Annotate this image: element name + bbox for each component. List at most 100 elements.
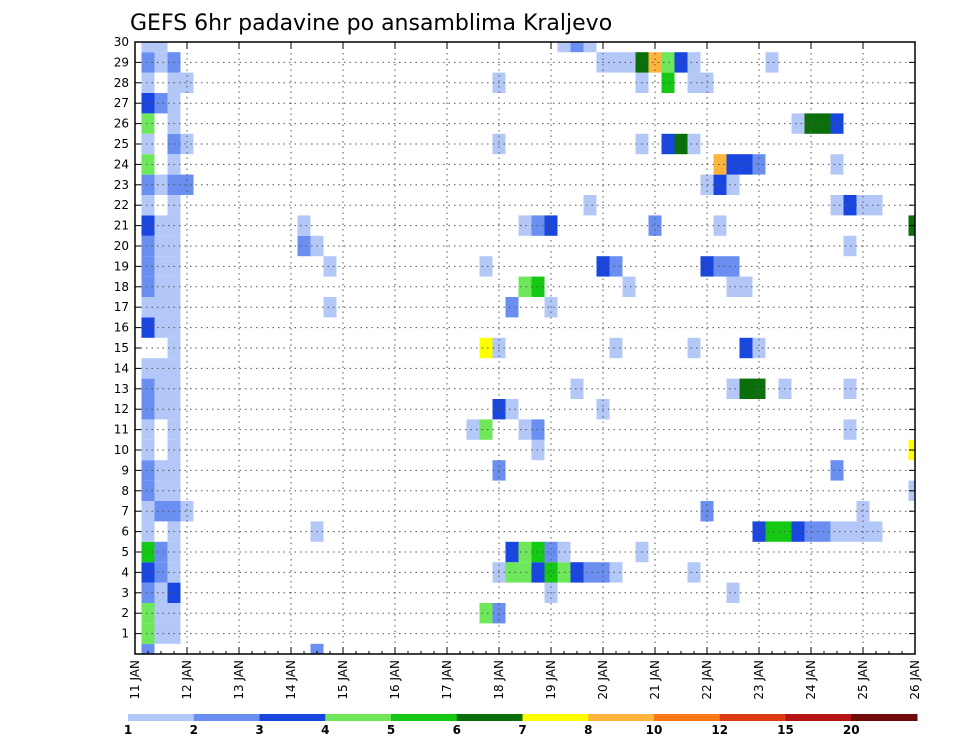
y-tick-label: 15: [114, 341, 129, 355]
heatmap-cell: [869, 521, 883, 542]
heatmap-cell: [154, 297, 168, 318]
x-tick-label: 21 JAN: [648, 660, 662, 700]
heatmap-cell: [141, 52, 155, 73]
y-tick-label: 28: [114, 76, 129, 90]
heatmap-cell: [713, 215, 727, 236]
heatmap-cell: [830, 154, 844, 175]
x-tick-label: 14 JAN: [284, 660, 298, 700]
x-tick-label: 17 JAN: [440, 660, 454, 700]
heatmap-cell: [609, 256, 623, 277]
heatmap-cell: [154, 317, 168, 338]
legend-swatch: [391, 714, 458, 721]
heatmap-cell: [141, 317, 155, 338]
heatmap-cell: [765, 52, 779, 73]
legend-label: 8: [584, 723, 592, 737]
heatmap-cell: [544, 541, 558, 563]
heatmap-cell: [609, 52, 623, 73]
heatmap-cell: [518, 541, 532, 563]
legend-label: 10: [646, 723, 663, 737]
legend-swatch: [128, 714, 195, 721]
heatmap-cell: [687, 337, 701, 359]
heatmap-cell: [154, 582, 168, 603]
heatmap-cell: [661, 52, 675, 73]
heatmap-cell: [154, 52, 168, 73]
y-tick-label: 4: [121, 565, 129, 579]
heatmap-cell: [141, 521, 155, 542]
heatmap-cell: [830, 521, 844, 542]
heatmap-cell: [141, 399, 155, 420]
y-tick-label: 21: [114, 219, 129, 233]
heatmap-cell: [141, 643, 155, 654]
heatmap-cell: [518, 419, 532, 440]
heatmap-cell: [141, 133, 155, 155]
x-tick-label: 24 JAN: [804, 660, 818, 700]
heatmap-cell: [141, 93, 155, 114]
heatmap-cell: [141, 623, 155, 644]
x-tick-label: 16 JAN: [388, 660, 402, 700]
heatmap-cell: [154, 399, 168, 420]
heatmap-cell: [687, 133, 701, 155]
heatmap-cell: [154, 501, 168, 522]
legend-swatch: [719, 714, 786, 721]
x-tick-label: 11 JAN: [128, 660, 142, 700]
legend-label: 20: [843, 723, 860, 737]
gridlines: [135, 42, 915, 654]
heatmap-cell: [141, 154, 155, 175]
heatmap-cell: [154, 215, 168, 236]
y-tick-label: 1: [121, 627, 129, 641]
heatmap-cell: [141, 562, 155, 583]
y-tick-label: 23: [114, 178, 129, 192]
y-tick-label: 17: [114, 300, 129, 314]
x-tick-label: 20 JAN: [596, 660, 610, 700]
y-tick-label: 12: [114, 402, 129, 416]
heatmap-cell: [609, 562, 623, 583]
heatmap-cell: [713, 256, 727, 277]
heatmap-cell: [141, 358, 155, 379]
x-tick-label: 19 JAN: [544, 660, 558, 700]
heatmap-cell: [154, 358, 168, 379]
heatmap-cell: [180, 133, 194, 155]
heatmap-cell: [141, 541, 155, 563]
y-tick-label: 25: [114, 137, 129, 151]
heatmap-cell: [141, 195, 155, 216]
heatmap-cell: [141, 480, 155, 501]
heatmap-cell: [154, 276, 168, 297]
heatmap-cell: [154, 480, 168, 501]
heatmap-cell: [661, 72, 675, 93]
heatmap-cell: [804, 113, 818, 134]
chart-title: GEFS 6hr padavine po ansamblima Kraljevo: [130, 11, 612, 36]
heatmap-cell: [141, 215, 155, 236]
heatmap-cell: [297, 235, 311, 257]
y-tick-label: 8: [121, 484, 129, 498]
heatmap-cell: [726, 582, 740, 603]
y-tick-label: 19: [114, 259, 129, 273]
heatmap-cell: [141, 276, 155, 297]
x-axis-ticks: 11 JAN 12 JAN 13 JAN 14 JAN 15 JAN 16 JAN 17 J…: [128, 42, 922, 700]
heatmap-cell: [687, 52, 701, 73]
y-tick-label: 24: [114, 157, 129, 171]
legend-label: 2: [190, 723, 198, 737]
heatmap-cell: [752, 337, 766, 359]
y-tick-label: 27: [114, 96, 129, 110]
heatmap-cell: [583, 42, 597, 53]
heatmap-cell: [830, 113, 844, 134]
legend-swatch: [456, 714, 523, 721]
heatmap-cell: [141, 582, 155, 603]
heatmap-cell: [141, 72, 155, 93]
heatmap-cell: [180, 174, 194, 195]
y-tick-label: 10: [114, 443, 129, 457]
heatmap-cell: [479, 603, 493, 624]
legend-swatch: [851, 714, 918, 721]
heatmap-cell: [726, 174, 740, 195]
y-tick-label: 6: [121, 525, 129, 539]
legend-label: 15: [777, 723, 794, 737]
legend-swatch: [193, 714, 260, 721]
y-tick-label: 22: [114, 198, 129, 212]
heatmap-cell: [505, 541, 519, 563]
heatmap-cell: [141, 42, 155, 53]
x-tick-label: 18 JAN: [492, 660, 506, 700]
legend-swatch: [325, 714, 392, 721]
heatmap-cell: [141, 113, 155, 134]
heatmap-cell: [154, 235, 168, 257]
heatmap-cell: [622, 52, 636, 73]
